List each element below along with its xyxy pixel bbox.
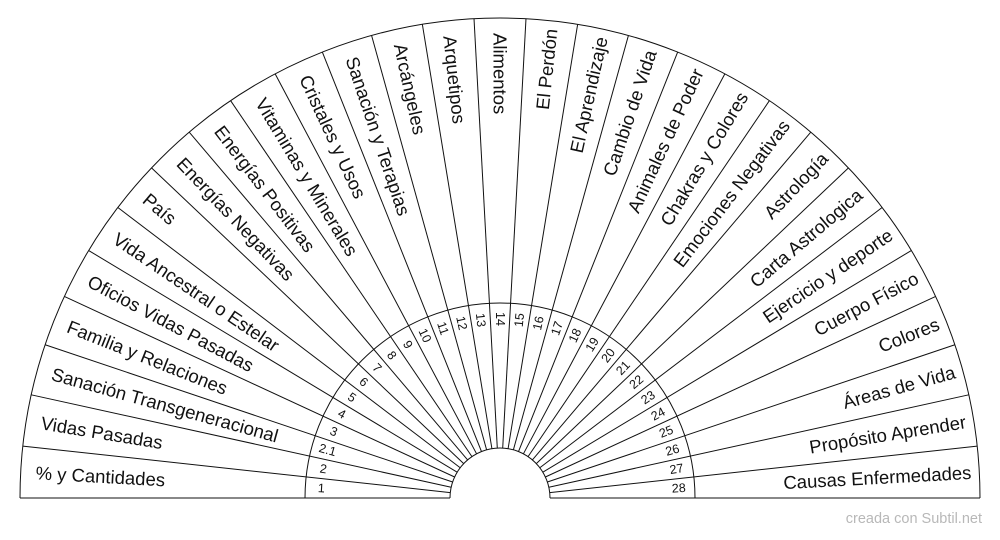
section-number: 4 xyxy=(336,406,349,422)
section-number: 24 xyxy=(649,405,668,424)
section-number: 28 xyxy=(671,481,686,496)
section-number: 14 xyxy=(493,312,507,326)
divider-line xyxy=(117,207,461,469)
divider-line xyxy=(44,344,453,483)
section-label: El Perdón xyxy=(532,28,562,111)
section-label: Carta Astrologica xyxy=(746,184,868,292)
section-number: 9 xyxy=(400,338,416,351)
section-label: Vidas Pasadas xyxy=(39,412,164,453)
divider-line xyxy=(518,51,679,452)
section-number: 12 xyxy=(453,315,470,332)
divider-line xyxy=(473,18,498,449)
section-number: 10 xyxy=(416,326,435,345)
section-number: 11 xyxy=(434,320,451,337)
divider-line xyxy=(522,73,726,455)
divider-line xyxy=(151,167,465,464)
section-number: 6 xyxy=(356,375,370,390)
section-number: 2.1 xyxy=(317,441,338,459)
divider-line xyxy=(64,295,455,478)
section-number: 25 xyxy=(657,423,675,441)
divider-line xyxy=(545,295,936,478)
divider-line xyxy=(548,394,969,488)
section-label: Alimentos xyxy=(490,33,511,114)
section-label: % y Cantidades xyxy=(35,462,166,490)
divider-line xyxy=(321,51,482,452)
divider-line xyxy=(549,445,978,494)
section-number: 20 xyxy=(599,346,619,366)
divider-line xyxy=(274,73,478,455)
section-number: 19 xyxy=(583,335,602,354)
divider-line xyxy=(542,250,912,473)
divider-line xyxy=(88,250,458,473)
section-number: 3 xyxy=(328,424,340,440)
section-number: 2 xyxy=(319,462,328,477)
section-label: Áreas de Vida xyxy=(840,361,958,412)
section-label: País xyxy=(139,189,181,229)
divider-line xyxy=(421,24,493,449)
inner-arc xyxy=(449,447,551,499)
section-number: 27 xyxy=(669,461,685,477)
divider-line xyxy=(507,24,579,449)
divider-line xyxy=(502,18,527,449)
section-number: 18 xyxy=(566,326,585,345)
divider-line xyxy=(527,100,770,457)
divider-line xyxy=(22,445,451,494)
section-label: Arquetipos xyxy=(439,35,469,125)
number-ring-arc xyxy=(304,302,696,499)
section-number: 5 xyxy=(345,390,359,406)
divider-line xyxy=(230,100,473,457)
section-label: Propósito Aprender xyxy=(808,411,968,457)
divider-line xyxy=(371,35,488,450)
outer-arc xyxy=(19,17,981,499)
section-number: 13 xyxy=(473,312,488,327)
divider-line xyxy=(539,207,883,469)
divider-line xyxy=(188,131,469,461)
divider-line xyxy=(535,167,849,464)
credit-text: creada con Subtil.net xyxy=(845,511,982,527)
section-number: 17 xyxy=(548,320,566,338)
section-number: 26 xyxy=(664,441,681,458)
section-number: 8 xyxy=(384,348,399,362)
section-number: 1 xyxy=(317,481,325,495)
section-number: 23 xyxy=(638,388,657,407)
divider-line xyxy=(31,394,452,488)
divider-line xyxy=(512,35,629,450)
section-number: 16 xyxy=(530,315,547,332)
divider-line xyxy=(531,131,812,461)
section-number: 7 xyxy=(369,361,384,376)
divider-line xyxy=(547,344,956,483)
section-label: Causas Enfermedades xyxy=(783,462,972,493)
section-number: 15 xyxy=(512,312,527,327)
